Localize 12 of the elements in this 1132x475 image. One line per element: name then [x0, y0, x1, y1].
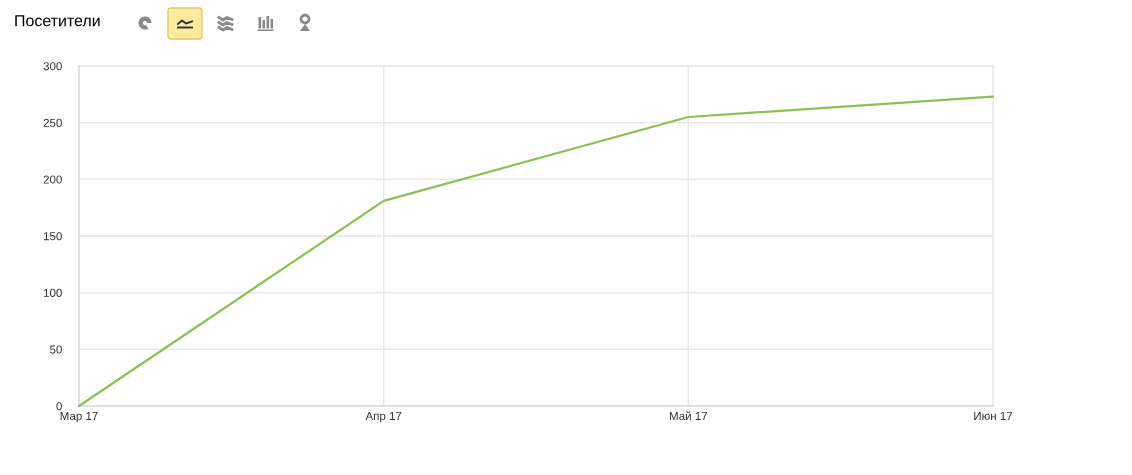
y-tick-label: 100	[43, 288, 62, 297]
y-tick-label: 50	[49, 345, 62, 354]
chart-title: Посетители	[15, 15, 100, 27]
y-tick-label: 300	[43, 62, 62, 71]
x-tick-label: Апр 17	[365, 411, 402, 423]
x-tick-label: Мар 17	[60, 411, 98, 423]
y-tick-label: 200	[43, 175, 62, 184]
x-tick-label: Май 17	[669, 411, 708, 421]
y-tick-label: 250	[43, 118, 62, 127]
y-tick-label: 0	[56, 402, 62, 411]
x-tick-label: Июн 17	[974, 411, 1013, 421]
y-tick-label: 150	[43, 232, 62, 241]
